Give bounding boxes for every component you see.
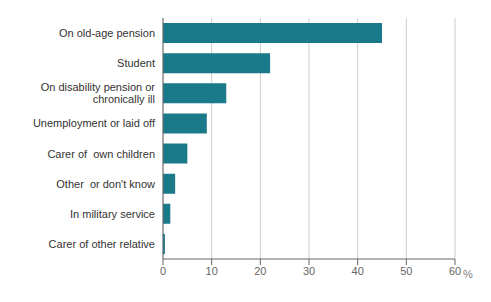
svg-text:In military service: In military service xyxy=(70,208,155,220)
svg-text:10: 10 xyxy=(206,265,218,277)
svg-text:On old-age pension: On old-age pension xyxy=(59,27,155,39)
svg-text:0: 0 xyxy=(160,265,166,277)
svg-text:Carer of other relative: Carer of other relative xyxy=(49,238,155,250)
svg-text:Student: Student xyxy=(117,57,155,69)
svg-text:40: 40 xyxy=(352,265,364,277)
svg-text:50: 50 xyxy=(400,265,412,277)
svg-text:20: 20 xyxy=(254,265,266,277)
svg-text:30: 30 xyxy=(303,265,315,277)
svg-text:Unemployment or laid off: Unemployment or laid off xyxy=(33,117,156,129)
svg-text:60: 60 xyxy=(449,265,461,277)
svg-text:Other or don't know: Other or don't know xyxy=(56,178,155,190)
svg-text:On disability pension orchroni: On disability pension orchronically ill xyxy=(41,81,156,105)
svg-text:%: % xyxy=(463,268,473,280)
svg-text:Carer of own children: Carer of own children xyxy=(47,148,155,160)
